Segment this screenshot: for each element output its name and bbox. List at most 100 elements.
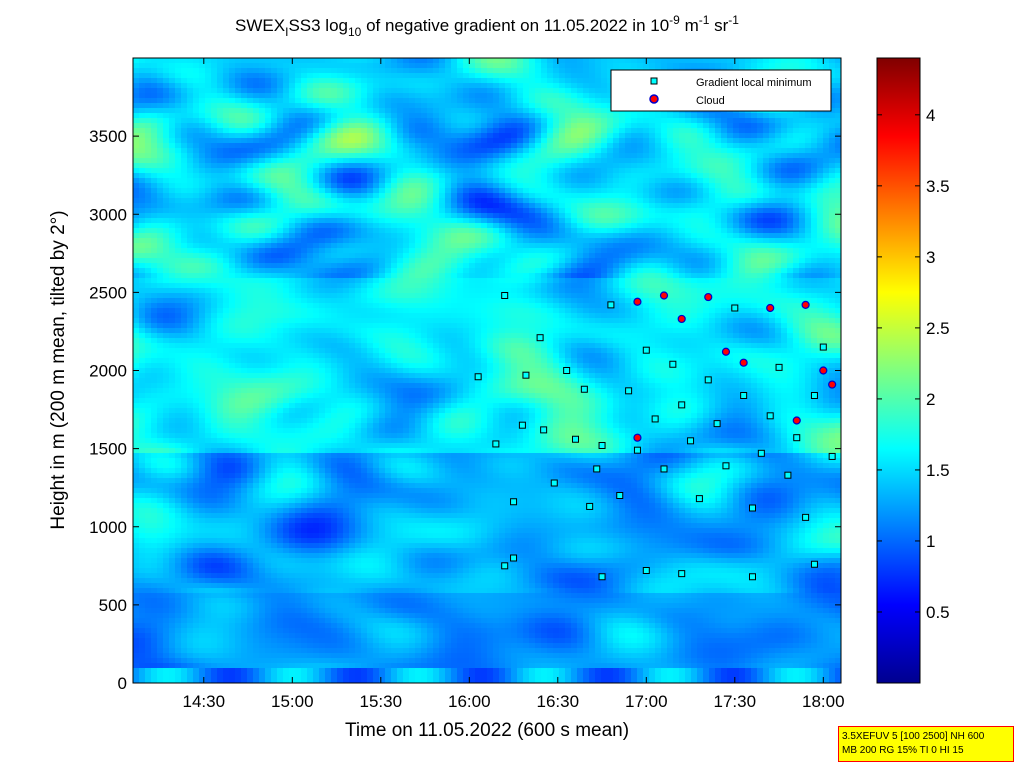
heatmap-cell: [337, 423, 343, 428]
heatmap-cell: [193, 483, 199, 488]
heatmap-cell: [139, 613, 145, 618]
heatmap-cell: [283, 278, 289, 283]
heatmap-cell: [289, 218, 295, 223]
heatmap-cell: [175, 393, 181, 398]
heatmap-cell: [187, 373, 193, 378]
heatmap-cell: [145, 93, 151, 98]
heatmap-cell: [361, 188, 367, 193]
heatmap-cell: [217, 438, 223, 443]
heatmap-cell: [319, 248, 325, 253]
heatmap-cell: [157, 438, 163, 443]
heatmap-cell: [175, 608, 181, 613]
heatmap-cell: [235, 458, 241, 463]
heatmap-cell: [361, 378, 367, 383]
heatmap-cell: [163, 618, 169, 623]
heatmap-cell: [145, 383, 151, 388]
heatmap-cell: [307, 553, 313, 558]
heatmap-cell: [295, 388, 301, 393]
heatmap-cell: [157, 148, 163, 153]
heatmap-cell: [325, 488, 331, 493]
heatmap-cell: [259, 163, 265, 168]
heatmap-cell: [175, 63, 181, 68]
heatmap-cell: [199, 643, 205, 648]
heatmap-cell: [313, 393, 319, 398]
heatmap-cell: [265, 518, 271, 523]
heatmap-cell: [163, 173, 169, 178]
heatmap-cell: [343, 513, 349, 518]
heatmap-cell: [139, 303, 145, 308]
heatmap-cell: [157, 173, 163, 178]
heatmap-cell: [139, 478, 145, 483]
heatmap-cell: [217, 398, 223, 403]
heatmap-cell: [229, 188, 235, 193]
heatmap-cell: [187, 503, 193, 508]
heatmap-cell: [181, 388, 187, 393]
heatmap-cell: [199, 443, 205, 448]
heatmap-cell: [169, 128, 175, 133]
heatmap-cell: [145, 528, 151, 533]
heatmap-cell: [199, 238, 205, 243]
heatmap-cell: [193, 63, 199, 68]
heatmap-cell: [295, 73, 301, 78]
heatmap-cell: [343, 433, 349, 438]
heatmap-cell: [271, 413, 277, 418]
heatmap-cell: [325, 263, 331, 268]
heatmap-cell: [133, 348, 139, 353]
heatmap-cell: [205, 558, 211, 563]
heatmap-cell: [265, 533, 271, 538]
heatmap-cell: [295, 658, 301, 663]
heatmap-cell: [157, 188, 163, 193]
heatmap-cell: [133, 193, 139, 198]
heatmap-cell: [259, 348, 265, 353]
heatmap-cell: [247, 658, 253, 663]
heatmap-cell: [223, 503, 229, 508]
heatmap-cell: [265, 678, 271, 683]
heatmap-cell: [205, 58, 211, 63]
heatmap-cell: [169, 123, 175, 128]
heatmap-cell: [175, 633, 181, 638]
heatmap-cell: [325, 278, 331, 283]
heatmap-cell: [181, 223, 187, 228]
heatmap-cell: [199, 368, 205, 373]
heatmap-cell: [181, 143, 187, 148]
heatmap-cell: [289, 353, 295, 358]
heatmap-cell: [193, 408, 199, 413]
heatmap-cell: [331, 578, 337, 583]
heatmap-cell: [289, 308, 295, 313]
heatmap-cell: [151, 378, 157, 383]
heatmap-cell: [301, 78, 307, 83]
heatmap-cell: [181, 358, 187, 363]
heatmap-cell: [133, 273, 139, 278]
heatmap-cell: [211, 248, 217, 253]
heatmap-cell: [145, 668, 151, 673]
heatmap-cell: [211, 158, 217, 163]
heatmap-cell: [133, 313, 139, 318]
heatmap-cell: [259, 423, 265, 428]
heatmap-cell: [271, 298, 277, 303]
heatmap-cell: [181, 623, 187, 628]
heatmap-cell: [205, 98, 211, 103]
heatmap-cell: [211, 268, 217, 273]
heatmap-cell: [343, 128, 349, 133]
heatmap-cell: [163, 203, 169, 208]
heatmap-cell: [325, 583, 331, 588]
heatmap-cell: [289, 478, 295, 483]
heatmap-cell: [157, 183, 163, 188]
heatmap-cell: [325, 128, 331, 133]
heatmap-cell: [163, 58, 169, 63]
heatmap-cell: [283, 238, 289, 243]
heatmap-cell: [139, 203, 145, 208]
heatmap-cell: [301, 273, 307, 278]
heatmap-cell: [151, 198, 157, 203]
heatmap-cell: [367, 638, 373, 643]
heatmap-cell: [175, 628, 181, 633]
heatmap-cell: [355, 113, 361, 118]
heatmap-cell: [163, 278, 169, 283]
heatmap-cell: [271, 283, 277, 288]
heatmap-cell: [199, 253, 205, 258]
heatmap-cell: [277, 83, 283, 88]
heatmap-cell: [343, 228, 349, 233]
heatmap-cell: [283, 668, 289, 673]
heatmap-cell: [229, 273, 235, 278]
heatmap-cell: [343, 458, 349, 463]
